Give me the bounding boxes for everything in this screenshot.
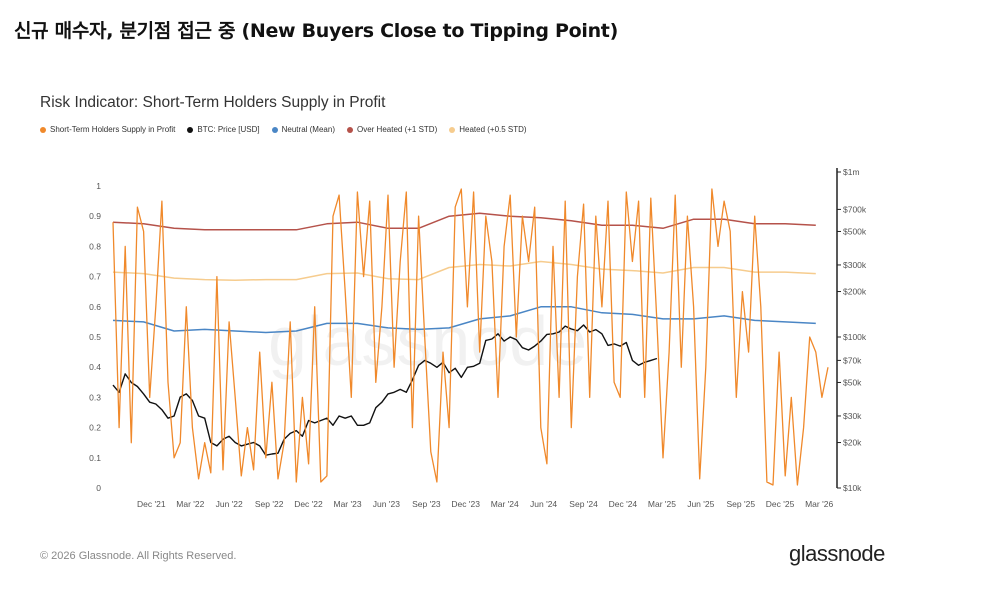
legend-swatch-btc xyxy=(187,126,194,133)
x-tick-label: Jun '25 xyxy=(687,499,714,509)
y-right-tick-label: $1m xyxy=(843,167,860,177)
x-tick-label: Dec '24 xyxy=(609,499,638,509)
chart-legend: Short-Term Holders Supply in Profit BTC:… xyxy=(40,125,527,134)
x-tick-label: Sep '23 xyxy=(412,499,441,509)
legend-swatch-neutral xyxy=(271,126,278,133)
chart-title: Risk Indicator: Short-Term Holders Suppl… xyxy=(40,94,386,111)
copyright-text: © 2026 Glassnode. All Rights Reserved. xyxy=(40,550,237,562)
y-right-tick-label: $20k xyxy=(843,438,862,448)
legend-item-overheated[interactable]: Over Heated (+1 STD) xyxy=(346,125,438,134)
series-line-sth-supply-in-profit xyxy=(112,188,829,486)
y-right-tick-label: $30k xyxy=(843,411,862,421)
y-left-tick-label: 0.8 xyxy=(89,241,101,251)
y-left-tick-label: 0.7 xyxy=(89,272,101,282)
x-tick-label: Mar '25 xyxy=(648,499,676,509)
y-right-tick-label: $200k xyxy=(843,287,867,297)
legend-label-neutral: Neutral (Mean) xyxy=(281,125,335,134)
x-tick-label: Jun '22 xyxy=(216,499,243,509)
y-right-tick-label: $100k xyxy=(843,332,867,342)
x-tick-label: Dec '23 xyxy=(451,499,480,509)
legend-label-heated: Heated (+0.5 STD) xyxy=(459,125,527,134)
glassnode-logo: glassnode xyxy=(789,541,885,566)
x-tick-label: Jun '23 xyxy=(373,499,400,509)
x-tick-label: Sep '22 xyxy=(255,499,284,509)
legend-label-btc: BTC: Price [USD] xyxy=(197,125,260,134)
legend-item-neutral[interactable]: Neutral (Mean) xyxy=(271,125,335,134)
watermark-text: glassnode xyxy=(268,302,587,380)
x-tick-label: Dec '25 xyxy=(766,499,795,509)
legend-item-sth[interactable]: Short-Term Holders Supply in Profit xyxy=(40,125,175,134)
legend-label-sth: Short-Term Holders Supply in Profit xyxy=(50,125,176,134)
y-right-tick-label: $500k xyxy=(843,226,867,236)
y-left-tick-label: 0.9 xyxy=(89,211,101,221)
legend-item-btc[interactable]: BTC: Price [USD] xyxy=(187,125,260,134)
y-right-tick-label: $300k xyxy=(843,260,867,270)
y-left-tick-label: 0.4 xyxy=(89,362,101,372)
series-line-heated xyxy=(112,260,816,281)
y-left-tick-label: 0.6 xyxy=(89,302,101,312)
x-tick-label: Mar '26 xyxy=(805,499,833,509)
x-tick-label: Sep '24 xyxy=(569,499,598,509)
legend-swatch-heated xyxy=(449,126,456,133)
y-left-tick-label: 1 xyxy=(96,181,101,191)
legend-swatch-overheated xyxy=(346,126,353,133)
x-tick-label: Mar '22 xyxy=(176,499,204,509)
y-right-tick-label: $700k xyxy=(843,204,867,214)
series-line-btc-price xyxy=(112,324,658,456)
y-right-tick-label: $70k xyxy=(843,355,862,365)
x-tick-label: Sep '25 xyxy=(727,499,756,509)
y-left-tick-label: 0.3 xyxy=(89,392,101,402)
x-tick-label: Jun '24 xyxy=(530,499,557,509)
y-left-tick-label: 0.1 xyxy=(89,453,101,463)
page-title: 신규 매수자, 분기점 접근 중 (New Buyers Close to Ti… xyxy=(14,20,618,42)
legend-label-overheated: Over Heated (+1 STD) xyxy=(356,125,438,134)
x-tick-label: Dec '21 xyxy=(137,499,166,509)
x-tick-label: Mar '24 xyxy=(491,499,519,509)
y-left-tick-label: 0 xyxy=(96,483,101,493)
y-left-tick-label: 0.2 xyxy=(89,423,101,433)
y-right-tick-label: $10k xyxy=(843,483,862,493)
legend-swatch-sth xyxy=(40,126,46,133)
legend-item-heated[interactable]: Heated (+0.5 STD) xyxy=(449,125,527,134)
series-line-over-heated xyxy=(112,212,816,231)
x-tick-label: Mar '23 xyxy=(334,499,362,509)
x-tick-label: Dec '22 xyxy=(294,499,323,509)
y-left-tick-label: 0.5 xyxy=(89,332,101,342)
y-right-tick-label: $50k xyxy=(843,377,862,387)
